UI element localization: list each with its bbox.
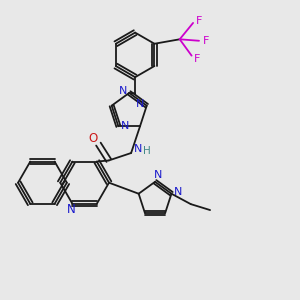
Text: F: F <box>196 16 202 26</box>
Text: N: N <box>67 203 75 216</box>
Text: O: O <box>88 132 98 145</box>
Text: H: H <box>143 146 150 156</box>
Text: N: N <box>136 99 144 109</box>
Text: F: F <box>194 54 201 64</box>
Text: N: N <box>118 86 127 96</box>
Text: N: N <box>134 145 143 154</box>
Text: N: N <box>154 170 162 180</box>
Text: F: F <box>202 36 209 46</box>
Text: N: N <box>174 187 182 197</box>
Text: N: N <box>121 121 129 131</box>
